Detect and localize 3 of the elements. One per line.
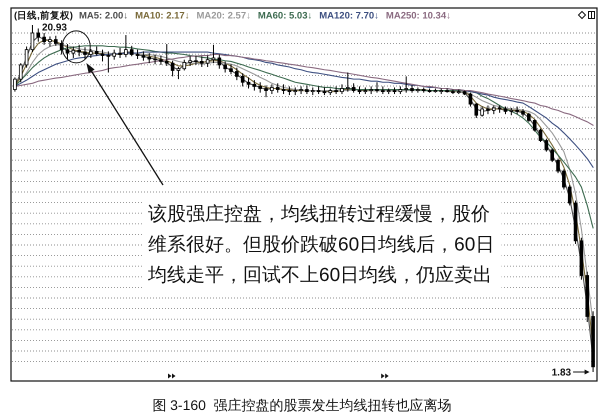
legend: MA5: 2.00↓ MA10: 2.17↓ MA20: 2.57↓ MA60: 5.03↓ MA120: 7.70↓ MA250: 10.34↓ (78, 10, 451, 22)
title: 图 3-160 强庄控盘的股票发生均线扭转也应离场 (152, 397, 452, 413)
subtitle: (日线,前复权) (14, 10, 73, 22)
